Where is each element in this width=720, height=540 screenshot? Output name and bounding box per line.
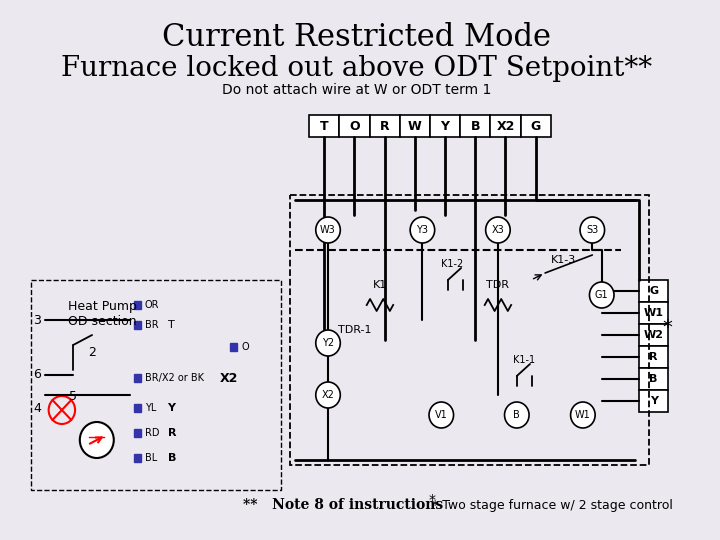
- Text: G1: G1: [595, 290, 608, 300]
- Text: K1-2: K1-2: [441, 259, 464, 269]
- Text: 2: 2: [88, 346, 96, 359]
- Text: S3: S3: [586, 225, 598, 235]
- Text: Y: Y: [168, 403, 176, 413]
- Text: Do not attach wire at W or ODT term 1: Do not attach wire at W or ODT term 1: [222, 83, 491, 97]
- Text: R: R: [649, 352, 658, 362]
- Text: Current Restricted Mode: Current Restricted Mode: [162, 23, 551, 53]
- Text: Y: Y: [441, 119, 449, 132]
- FancyBboxPatch shape: [134, 429, 141, 437]
- FancyBboxPatch shape: [639, 324, 668, 346]
- Text: W1: W1: [575, 410, 590, 420]
- Text: R: R: [380, 119, 390, 132]
- FancyBboxPatch shape: [639, 302, 668, 324]
- FancyBboxPatch shape: [639, 368, 668, 390]
- Circle shape: [590, 282, 614, 308]
- FancyBboxPatch shape: [639, 280, 668, 302]
- Text: W1: W1: [644, 308, 664, 318]
- Circle shape: [316, 217, 341, 243]
- Circle shape: [429, 402, 454, 428]
- FancyBboxPatch shape: [639, 390, 668, 412]
- FancyBboxPatch shape: [490, 115, 521, 137]
- Text: **   Note 8 of instructions: ** Note 8 of instructions: [243, 498, 444, 512]
- Text: Y3: Y3: [416, 225, 428, 235]
- Text: Heat Pump
OD section: Heat Pump OD section: [68, 300, 138, 328]
- Text: W2: W2: [644, 330, 664, 340]
- Circle shape: [486, 217, 510, 243]
- Text: YL: YL: [145, 403, 156, 413]
- Text: *: *: [428, 493, 435, 507]
- FancyBboxPatch shape: [134, 454, 141, 462]
- Text: Furnace locked out above ODT Setpoint**: Furnace locked out above ODT Setpoint**: [60, 55, 652, 82]
- Text: * Two stage furnace w/ 2 stage control: * Two stage furnace w/ 2 stage control: [432, 498, 672, 511]
- Text: X3: X3: [492, 225, 504, 235]
- Text: B: B: [168, 453, 176, 463]
- Text: BR: BR: [145, 320, 158, 330]
- Circle shape: [570, 402, 595, 428]
- Circle shape: [80, 422, 114, 458]
- Text: K1-3: K1-3: [552, 255, 577, 265]
- FancyBboxPatch shape: [430, 115, 460, 137]
- Text: BL: BL: [145, 453, 157, 463]
- Text: W: W: [408, 119, 422, 132]
- Text: O: O: [241, 342, 249, 352]
- Text: BR/X2 or BK: BR/X2 or BK: [145, 373, 204, 383]
- Circle shape: [410, 217, 435, 243]
- FancyBboxPatch shape: [521, 115, 551, 137]
- Text: TDR: TDR: [487, 280, 510, 290]
- Circle shape: [505, 402, 529, 428]
- Text: O: O: [349, 119, 360, 132]
- Text: 4: 4: [33, 402, 41, 415]
- Text: X2: X2: [322, 390, 335, 400]
- Text: 5: 5: [69, 390, 77, 403]
- Text: X2: X2: [220, 372, 238, 384]
- FancyBboxPatch shape: [134, 374, 141, 382]
- FancyBboxPatch shape: [639, 346, 668, 368]
- Text: B: B: [649, 374, 658, 384]
- Text: T: T: [168, 320, 174, 330]
- Circle shape: [580, 217, 605, 243]
- FancyBboxPatch shape: [134, 404, 141, 412]
- FancyBboxPatch shape: [460, 115, 490, 137]
- Text: Y: Y: [649, 396, 657, 406]
- FancyBboxPatch shape: [134, 321, 141, 329]
- Text: R: R: [168, 428, 176, 438]
- Text: W3: W3: [320, 225, 336, 235]
- Text: 3: 3: [33, 314, 41, 327]
- FancyBboxPatch shape: [400, 115, 430, 137]
- Text: B: B: [470, 119, 480, 132]
- Text: K1: K1: [373, 280, 387, 290]
- Text: B: B: [513, 410, 520, 420]
- Text: OR: OR: [145, 300, 159, 310]
- Text: G: G: [531, 119, 541, 132]
- FancyBboxPatch shape: [369, 115, 400, 137]
- Text: RD: RD: [145, 428, 159, 438]
- Text: G: G: [649, 286, 658, 296]
- Text: X2: X2: [496, 119, 515, 132]
- Text: TDR-1: TDR-1: [338, 325, 372, 335]
- Text: *: *: [663, 319, 672, 338]
- Text: Y2: Y2: [322, 338, 334, 348]
- Text: V1: V1: [435, 410, 448, 420]
- FancyBboxPatch shape: [134, 301, 141, 309]
- Circle shape: [316, 382, 341, 408]
- Circle shape: [316, 330, 341, 356]
- FancyBboxPatch shape: [230, 343, 238, 351]
- Text: K1-1: K1-1: [513, 355, 536, 365]
- Text: T: T: [320, 119, 328, 132]
- Text: 6: 6: [33, 368, 41, 381]
- FancyBboxPatch shape: [339, 115, 369, 137]
- FancyBboxPatch shape: [309, 115, 339, 137]
